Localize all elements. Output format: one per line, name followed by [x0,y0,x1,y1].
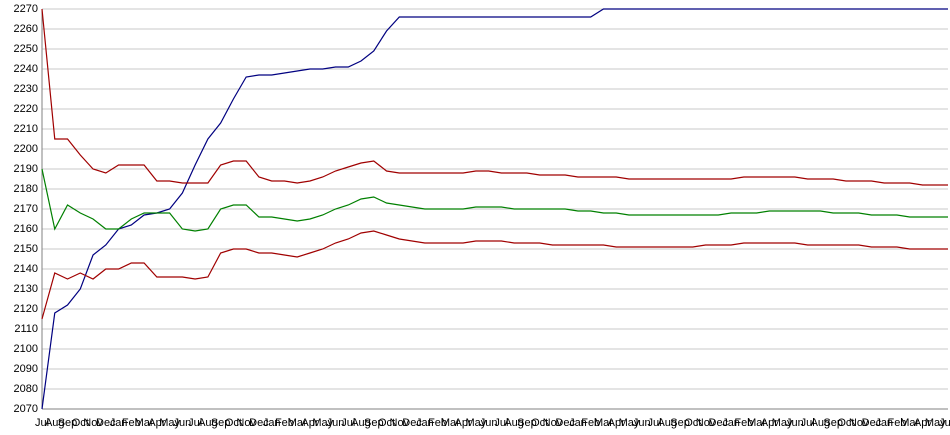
x-tick-label: May [159,417,180,429]
x-tick-label: Mar [135,417,154,429]
x-tick-label: Apr [455,417,472,429]
x-tick-label: Apr [301,417,318,429]
x-tick-label: Mar [900,417,919,429]
y-tick-label: 2230 [14,83,38,95]
y-tick-label: 2160 [14,223,38,235]
x-tick-label: Oct [531,417,548,429]
x-tick-label: Jul [647,417,661,429]
x-tick-label: Jun [939,417,950,429]
x-tick-label: May [465,417,486,429]
y-tick-label: 2100 [14,343,38,355]
y-tick-label: 2110 [14,323,38,335]
y-tick-label: 2190 [14,163,38,175]
y-tick-label: 2180 [14,183,38,195]
x-tick-label: Jan [569,417,587,429]
x-tick-label: Feb [887,417,906,429]
x-tick-label: Sep [58,417,78,429]
y-tick-label: 2090 [14,363,38,375]
x-tick-label: Jan [875,417,893,429]
x-tick-label: Jun [480,417,498,429]
x-tick-label: Jan [416,417,434,429]
x-tick-label: Dec [249,417,269,429]
series-line [41,230,948,320]
x-tick-label: Mar [288,417,307,429]
x-tick-label: Apr [148,417,165,429]
x-tick-label: Feb [581,417,600,429]
x-tick-label: Aug [657,417,677,429]
x-tick-label: Nov [543,417,563,429]
y-tick-label: 2150 [14,243,38,255]
x-tick-label: Feb [275,417,294,429]
x-tick-label: Nov [236,417,256,429]
y-tick-label: 2130 [14,283,38,295]
x-tick-label: Jan [722,417,740,429]
x-tick-label: Aug [198,417,218,429]
x-tick-label: Aug [351,417,371,429]
x-tick-label: Jun [786,417,804,429]
y-tick-label: 2120 [14,303,38,315]
y-tick-label: 2200 [14,143,38,155]
x-tick-label: Jun [173,417,191,429]
x-tick-label: Nov [696,417,716,429]
x-tick-label: Nov [83,417,103,429]
y-tick-label: 2170 [14,203,38,215]
x-tick-label: Mar [747,417,766,429]
y-tick-label: 2270 [14,3,38,15]
x-tick-label: Sep [517,417,537,429]
series-line [41,8,948,186]
x-tick-label: Mar [594,417,613,429]
y-tick-label: 2140 [14,263,38,275]
x-tick-label: Mar [441,417,460,429]
x-tick-label: Feb [734,417,753,429]
x-tick-label: May [925,417,946,429]
x-tick-label: Sep [823,417,843,429]
x-tick-label: Jul [188,417,202,429]
x-tick-label: Dec [862,417,882,429]
series-line [41,8,948,410]
x-tick-label: Dec [555,417,575,429]
y-tick-label: 2220 [14,103,38,115]
x-tick-label: Dec [402,417,422,429]
x-tick-label: Jun [633,417,651,429]
x-tick-label: Oct [684,417,701,429]
x-tick-label: Aug [504,417,524,429]
x-tick-label: Sep [670,417,690,429]
x-tick-label: Oct [225,417,242,429]
x-tick-label: Sep [364,417,384,429]
x-tick-label: Apr [914,417,931,429]
x-tick-label: Jul [801,417,815,429]
x-tick-label: Jul [35,417,49,429]
x-tick-label: Jul [341,417,355,429]
y-tick-label: 2240 [14,63,38,75]
x-tick-label: Nov [849,417,869,429]
x-tick-label: Jan [263,417,281,429]
x-tick-label: Nov [390,417,410,429]
x-tick-label: Jan [110,417,128,429]
x-tick-label: Dec [96,417,116,429]
x-tick-label: Oct [378,417,395,429]
series-line [41,168,948,232]
y-tick-label: 2260 [14,23,38,35]
x-tick-label: Apr [608,417,625,429]
x-tick-label: May [772,417,793,429]
y-tick-label: 2210 [14,123,38,135]
x-tick-label: Oct [837,417,854,429]
x-tick-label: Sep [211,417,231,429]
x-tick-label: Jul [494,417,508,429]
x-tick-label: Dec [709,417,729,429]
x-tick-label: May [312,417,333,429]
x-tick-label: Apr [761,417,778,429]
x-tick-label: Feb [428,417,447,429]
x-tick-label: Aug [811,417,831,429]
x-tick-label: Feb [122,417,141,429]
y-tick-label: 2070 [14,403,38,415]
x-tick-label: May [619,417,640,429]
y-tick-label: 2080 [14,383,38,395]
x-tick-label: Jun [327,417,345,429]
x-tick-label: Aug [45,417,65,429]
y-tick-label: 2250 [14,43,38,55]
x-tick-label: Oct [72,417,89,429]
